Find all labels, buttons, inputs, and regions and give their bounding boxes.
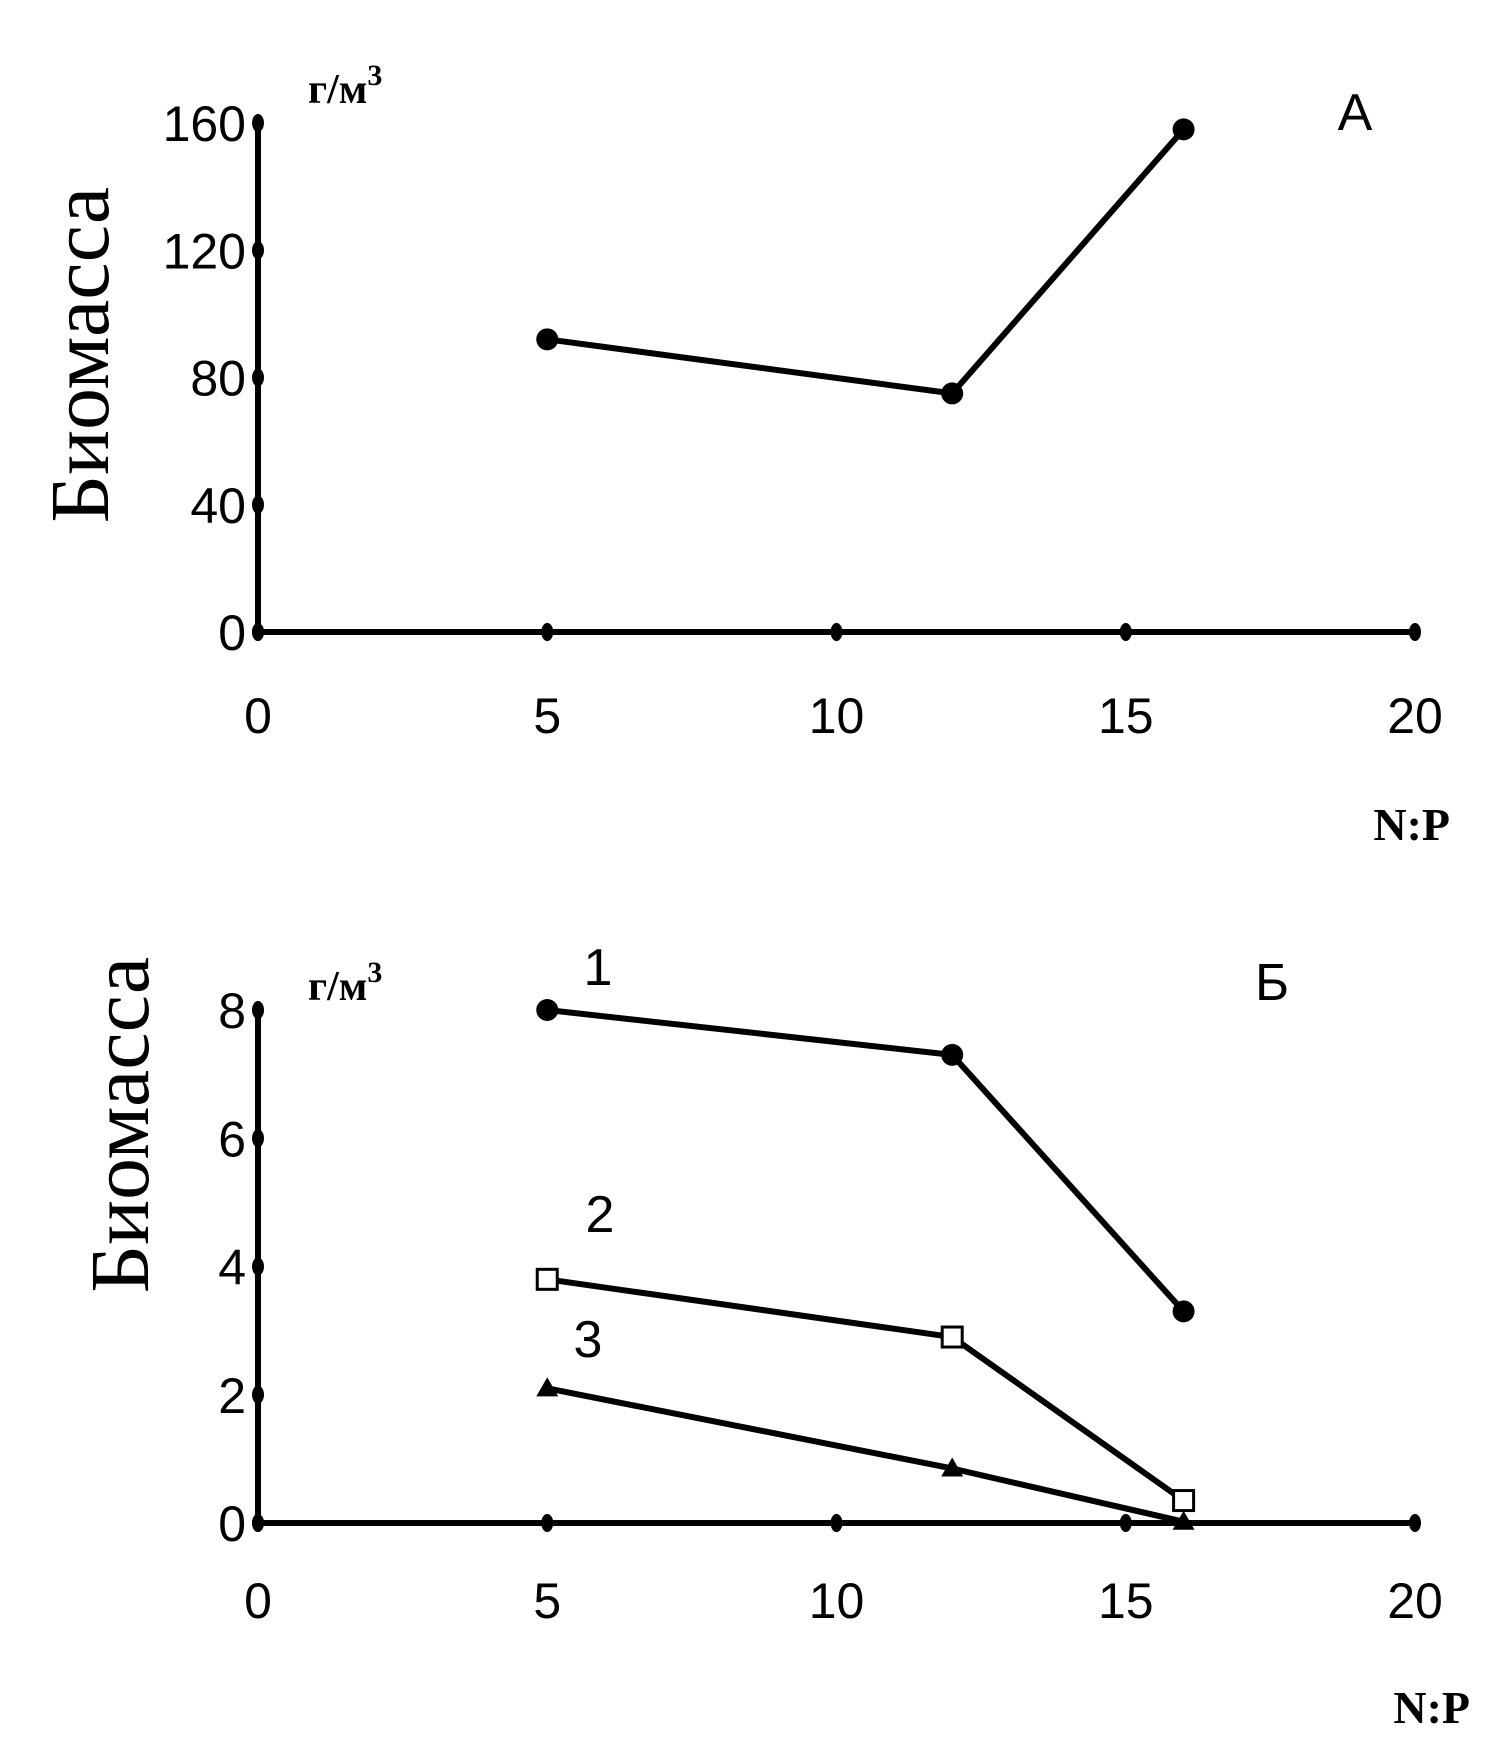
panel-a-y-tick — [252, 114, 264, 132]
panel-b-x-tick — [1409, 1514, 1421, 1532]
panel-b-y-tick-label: 4 — [218, 1240, 246, 1296]
panel-b-series-3-point — [941, 1457, 964, 1477]
panel-a-x-tick — [252, 623, 264, 641]
panel-a-y-tick-label: 120 — [163, 223, 246, 279]
panel-b-y-tick — [252, 1001, 264, 1019]
panel-b-x-tick-label: 15 — [1098, 1573, 1154, 1629]
panel-b-series-1-line — [546, 1007, 1186, 1314]
panel-b-series-2-line — [546, 1276, 1186, 1504]
panel-b-x-tick-label: 0 — [244, 1573, 272, 1629]
panel-b-x-tick-label: 10 — [809, 1573, 865, 1629]
panel-b-x-tick — [830, 1514, 843, 1532]
panel-a-letter: А — [1338, 84, 1373, 142]
panel-b-series-1-label: 1 — [584, 939, 613, 997]
panel-a-x-tick-label: 5 — [533, 688, 561, 744]
panel-a-x-tick-label: 10 — [809, 688, 865, 744]
panel-a-series-1-point — [941, 382, 964, 405]
panel-b-series-2-point — [1172, 1489, 1196, 1513]
panel-b-letter: Б — [1255, 954, 1289, 1012]
panel-b-series-1-point — [536, 999, 559, 1021]
panel-a-x-tick — [1409, 623, 1421, 641]
panel-b-y-tick-label: 8 — [218, 983, 246, 1039]
panel-a-y-tick — [252, 368, 264, 387]
panel-a-y-tick — [252, 495, 264, 514]
panel-b-x-tick-label: 20 — [1387, 1573, 1443, 1629]
panel-b-series-2-point — [535, 1267, 559, 1291]
panel-b-x-axis-label: N:P — [1393, 1682, 1470, 1733]
panel-b-y-unit: г/м3 — [308, 956, 382, 1010]
panel-a-y-axis-label: Биомасса — [34, 187, 127, 523]
panel-a-x-tick — [541, 623, 554, 641]
panel-a-series-1-point — [536, 328, 559, 351]
panel-a-series-1-line — [546, 127, 1186, 397]
panel-b-series-3-label: 3 — [574, 1311, 603, 1369]
panel-b-x-tick — [1119, 1514, 1132, 1532]
panel-b-y-tick — [252, 1129, 264, 1148]
panel-a-y-tick — [252, 241, 264, 260]
panel-a-x-tick — [1119, 623, 1132, 641]
panel-b-y-tick-label: 6 — [218, 1111, 246, 1167]
panel-a-y-tick-label: 40 — [190, 478, 246, 534]
panel-b-y-tick — [252, 1257, 264, 1276]
panel-b-x-tick-label: 5 — [533, 1573, 561, 1629]
panel-b-chart: Биомасса г/м3 Б N:P 0 2 4 6 8 0 5 10 15 20 1 2 3 — [74, 939, 1470, 1733]
panel-b-y-tick — [252, 1385, 264, 1404]
panel-a-y-tick-label: 160 — [163, 96, 246, 152]
panel-b-series-3-point — [1172, 1510, 1195, 1530]
panel-a-chart: Биомасса г/м3 А N:P 0 40 80 120 160 0 5 10 15 20 — [34, 59, 1450, 850]
panel-b-y-axis-label: Биомасса — [74, 957, 167, 1293]
panel-b-series-3-point — [536, 1377, 559, 1397]
panel-b-x-tick — [541, 1514, 554, 1532]
panel-a-x-tick-label: 15 — [1098, 688, 1154, 744]
panel-a-y-unit: г/м3 — [308, 59, 382, 113]
panel-a-x-tick — [830, 623, 843, 641]
panel-b-y-tick-label: 0 — [218, 1496, 246, 1552]
panel-b-x-tick — [252, 1514, 264, 1532]
panel-a-y-tick-label: 80 — [190, 351, 246, 407]
panel-a-x-tick-label: 20 — [1387, 688, 1443, 744]
panel-b-series-2-point — [940, 1325, 964, 1349]
panel-b-series-3-line — [546, 1385, 1185, 1525]
panel-b-series-1-point — [941, 1043, 964, 1066]
panel-a-x-axis-label: N:P — [1373, 799, 1450, 850]
panel-a-y-tick-label: 0 — [218, 605, 246, 661]
panel-b-series-2-label: 2 — [586, 1186, 615, 1244]
panel-b-series-1-point — [1172, 1300, 1195, 1323]
panel-a-x-tick-label: 0 — [244, 688, 272, 744]
panel-b-y-tick-label: 2 — [218, 1368, 246, 1424]
panel-a-series-1-point — [1172, 118, 1195, 141]
